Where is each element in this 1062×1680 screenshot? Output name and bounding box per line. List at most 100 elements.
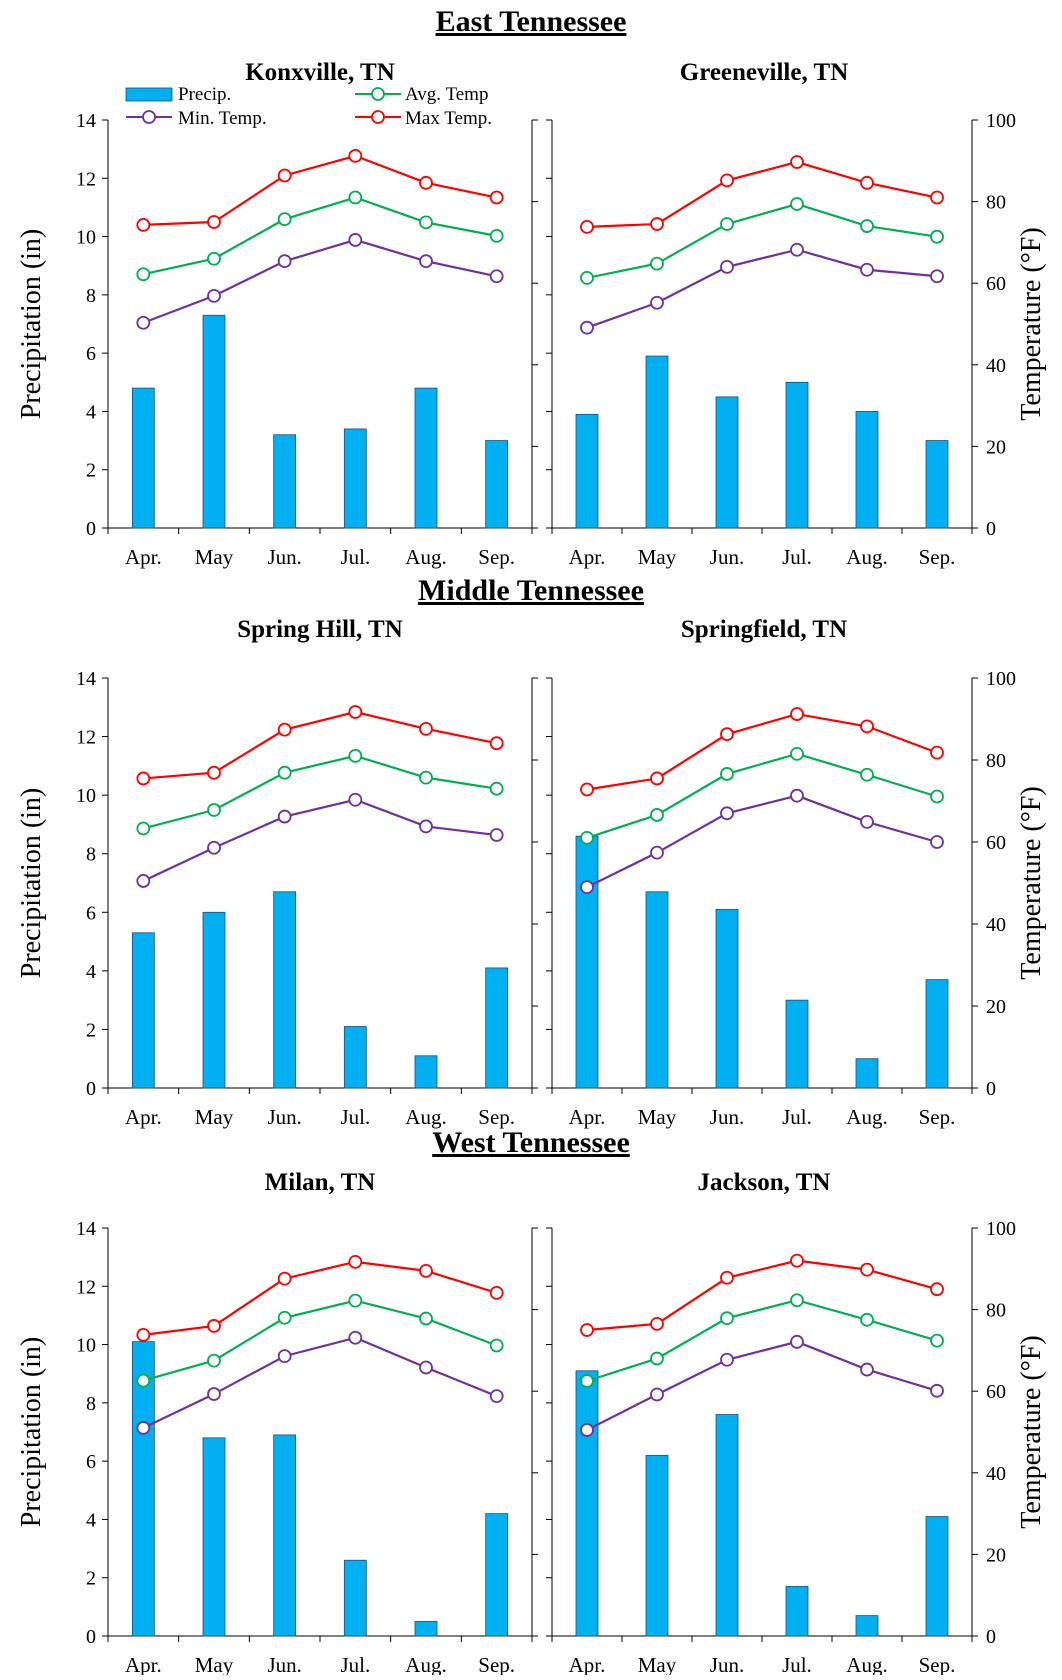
max-temp-point [930,745,944,760]
avg-temp-point [930,789,944,804]
min-temp-point [277,1349,292,1364]
max-temp-point [580,1323,594,1337]
y2-tick-label: 60 [986,832,1006,854]
y2-tick-label: 100 [986,668,1016,690]
x-tick-label: Jun. [710,1653,744,1675]
avg-temp-line [143,196,497,276]
chart-title: Milan, TN [265,1169,376,1196]
chart-title: Konxville, TN [245,59,395,86]
avg-temp-point [277,1310,292,1325]
avg-temp-point [136,1373,151,1388]
avg-temp-point [348,1293,363,1308]
avg-temp-point [720,1311,734,1326]
y-tick-label: 4 [86,961,96,983]
y2-tick-label: 60 [986,1381,1006,1403]
section-title-middle: Middle Tennessee [418,574,644,607]
min-temp-line [586,794,938,889]
x-tick-label: Sep. [478,545,515,569]
x-tick-label: Sep. [478,1653,515,1675]
y2-tick-label: 100 [986,1218,1016,1240]
y-tick-label: 8 [86,844,96,866]
x-tick-label: Aug. [405,1105,446,1129]
section-title-west: West Tennessee [432,1126,630,1159]
precip-bar [343,1559,367,1637]
max-temp-point [419,175,433,190]
x-tick-label: Jun. [710,545,744,569]
precip-bar [715,396,739,529]
avg-temp-point [650,256,664,271]
min-temp-point [650,295,664,310]
y-tick-label: 14 [76,110,96,132]
precip-bar [925,440,949,529]
x-tick-label: Apr. [569,1653,606,1675]
avg-temp-point [860,219,874,233]
x-tick-label: Apr. [569,545,606,569]
y-tick-label: 6 [86,343,96,365]
min-temp-point [930,835,944,849]
max-temp-point [136,771,151,786]
avg-temp-point [419,770,433,785]
x-tick-label: Aug. [846,545,887,569]
max-temp-point [790,707,804,721]
y-tick-label: 8 [86,285,96,307]
legend-avg-label: Avg. Temp [405,84,488,105]
y-tick-label: 0 [86,1626,96,1648]
avg-temp-point [489,228,504,243]
chart-panel-2: Spring Hill, TN 0 2 4 6 8 10 12 14 Apr. May Jun. Jul… [16,616,538,1129]
x-tick-label: Jul. [782,1105,812,1129]
legend-min-label: Min. Temp. [178,108,267,129]
max-temp-point [650,1316,664,1331]
precip-bar [855,1058,879,1089]
x-tick-label: May [195,545,234,569]
precip-bar [414,387,438,529]
max-temp-point [419,1263,433,1278]
min-temp-point [580,1423,594,1437]
avg-temp-point [650,808,664,822]
max-temp-point [348,705,363,719]
chart-title: Jackson, TN [698,1169,831,1196]
max-temp-point [348,149,363,163]
max-temp-point [720,1270,734,1285]
y-tick-label: 2 [86,460,96,482]
max-temp-point [860,719,874,734]
y-tick-label: 10 [76,1335,96,1357]
max-temp-point [489,190,504,205]
avg-temp-point [136,821,151,836]
x-tick-label: Sep. [919,545,956,569]
avg-temp-point [207,803,221,817]
y-tick-label: 4 [86,401,96,423]
y2-axis-title: Temperature (°F) [1016,1335,1047,1528]
avg-temp-point [580,270,594,285]
min-temp-point [720,806,734,821]
precip-bar [715,908,739,1089]
min-temp-point [348,1330,363,1345]
avg-temp-point [136,267,151,282]
avg-temp-point [419,1311,433,1326]
max-temp-point [489,1285,504,1300]
avg-temp-line [586,202,938,279]
avg-temp-point [580,831,594,845]
avg-temp-point [348,190,363,205]
min-temp-point [790,1334,804,1349]
y2-axis-title: Temperature (°F) [1016,227,1047,420]
legend-max-marker [371,110,385,124]
precip-bar [485,1513,509,1637]
avg-temp-point [790,197,804,211]
chart-panel-3: Springfield, TN 0 20 40 60 80 100 Apr. May Jun. Ju… [546,616,1047,1129]
y2-tick-label: 0 [986,1626,996,1648]
min-temp-line [586,248,938,329]
x-tick-label: Jun. [267,1105,301,1129]
min-temp-point [489,269,504,284]
x-tick-label: Apr. [569,1105,606,1129]
max-temp-point [860,1262,874,1277]
min-temp-point [860,1362,874,1377]
y-tick-label: 6 [86,902,96,924]
min-temp-point [790,788,804,803]
precip-bar [131,932,155,1089]
x-tick-label: Jul. [340,1105,370,1129]
max-temp-line [586,1259,938,1332]
max-temp-point [207,215,221,229]
y2-tick-label: 80 [986,1300,1006,1322]
